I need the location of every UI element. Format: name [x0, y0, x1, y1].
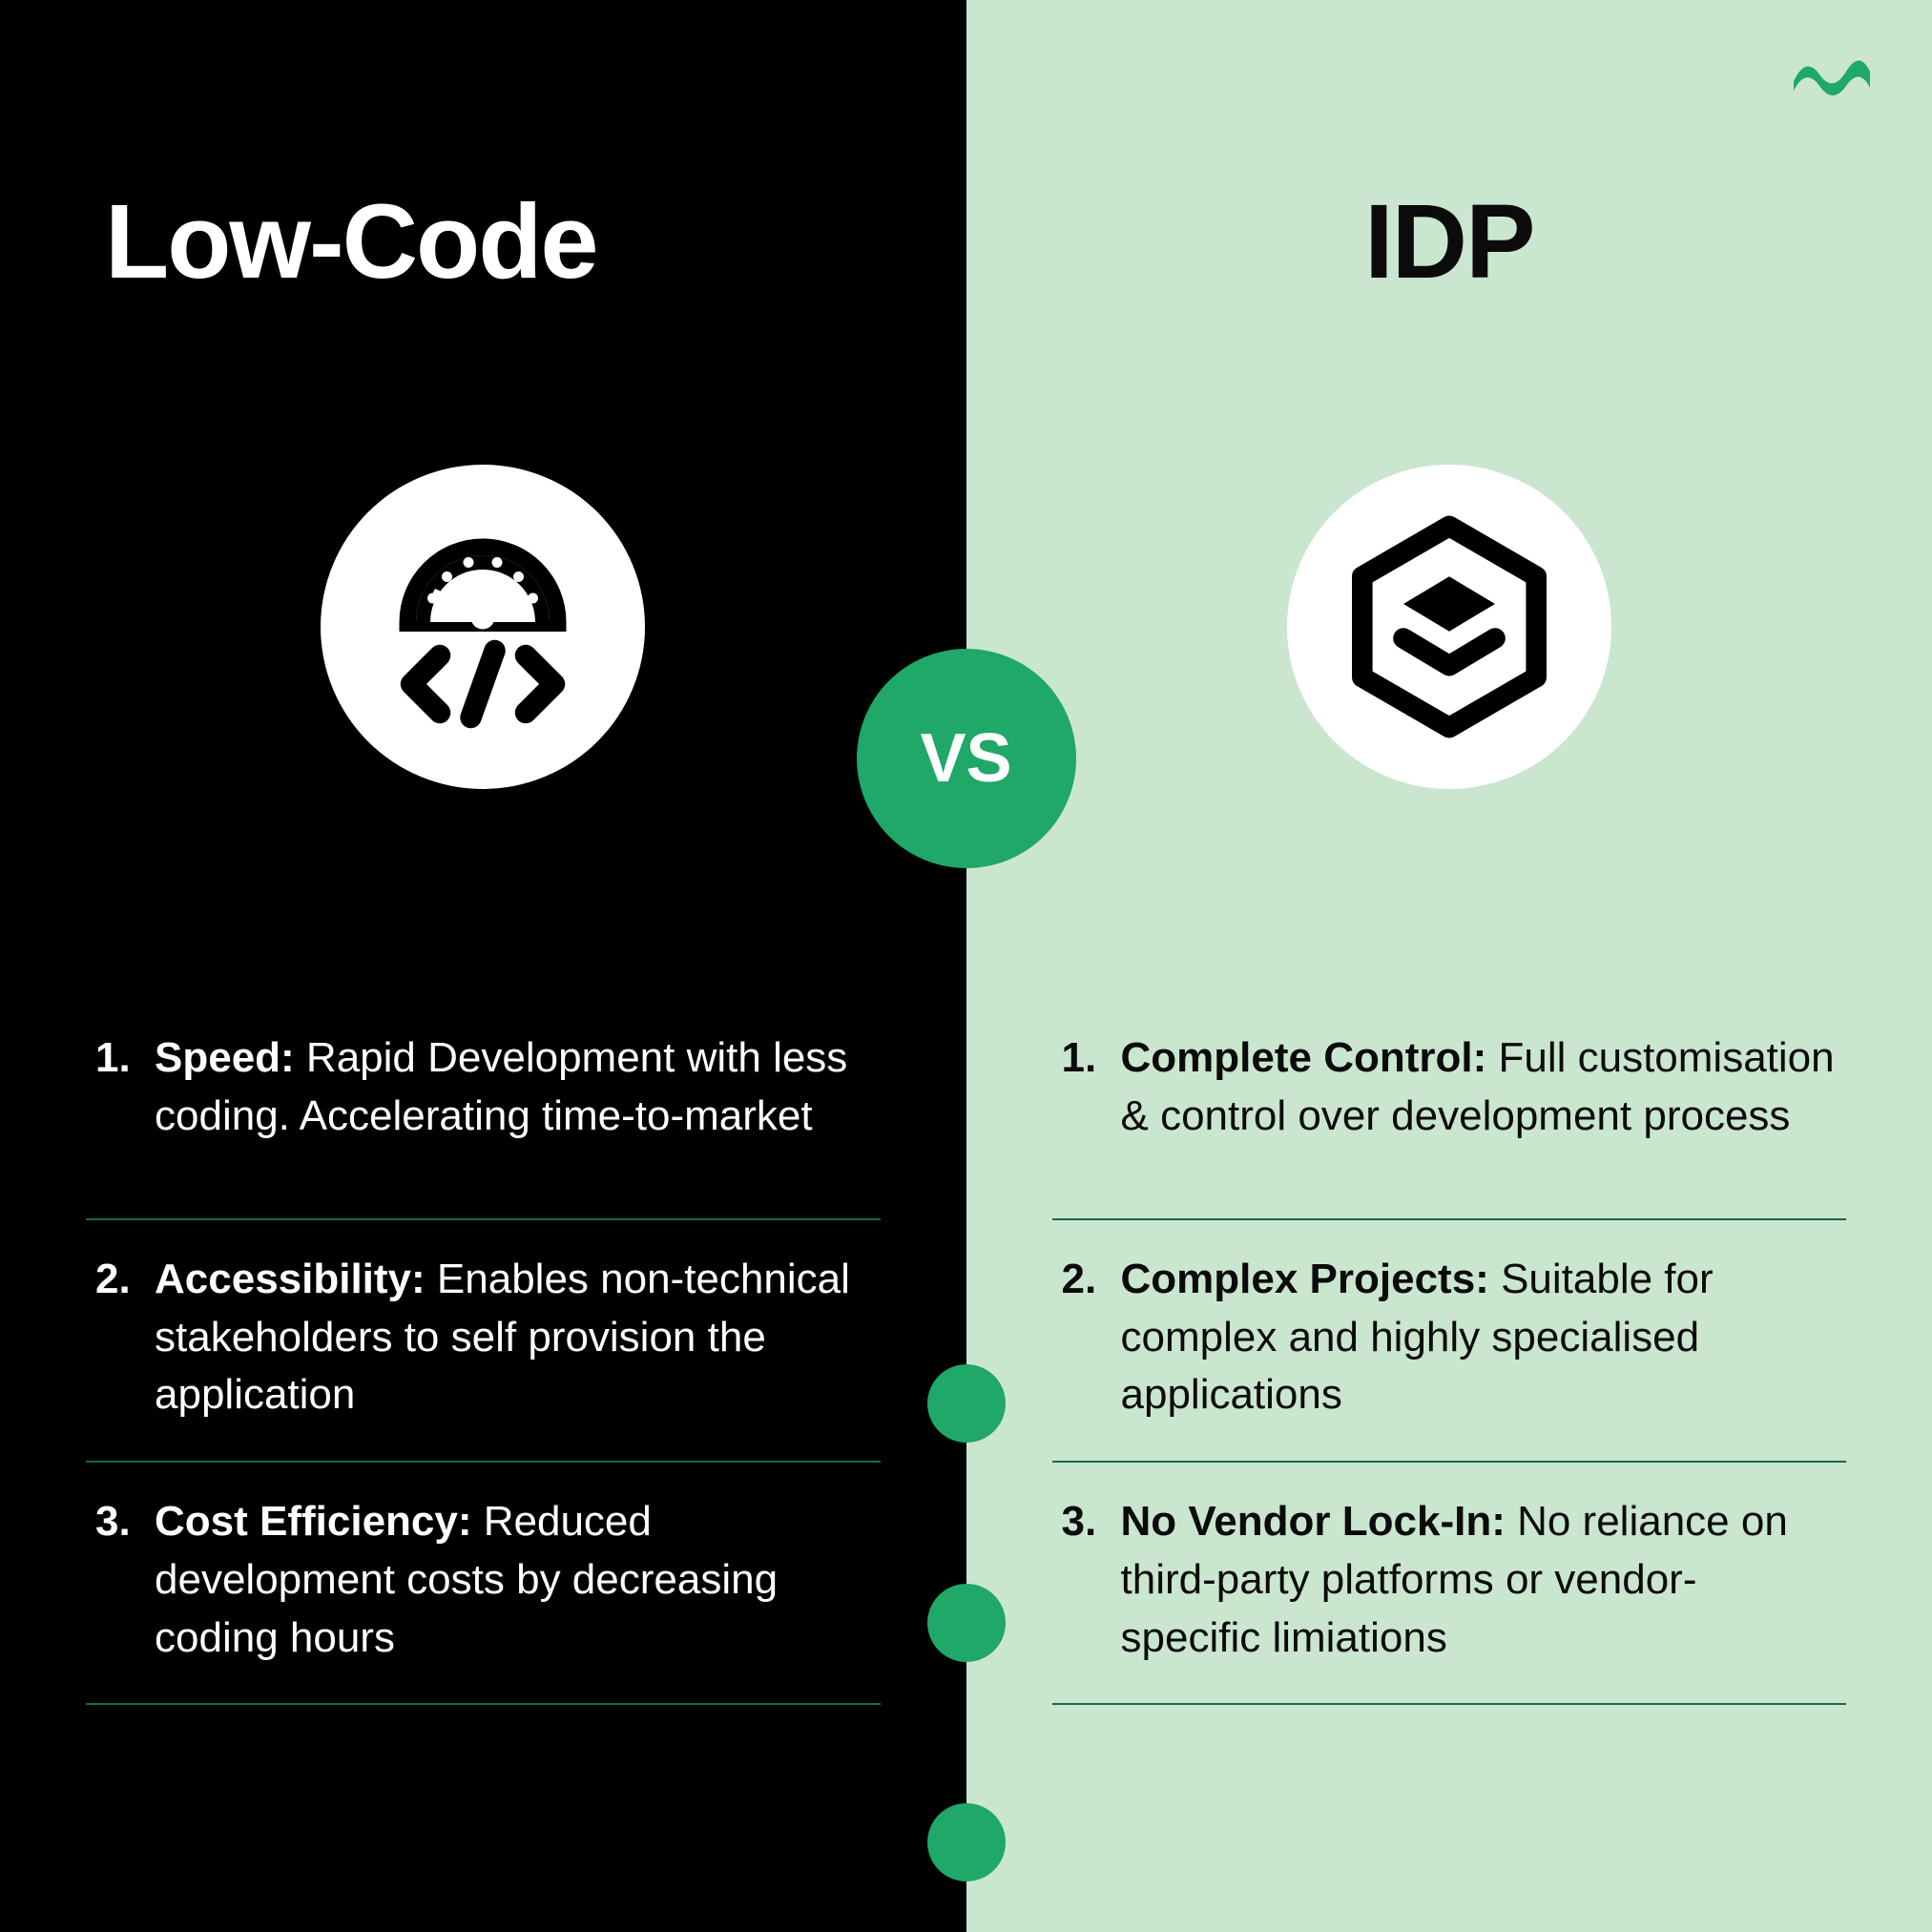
left-panel: Low-Code — [0, 0, 966, 1932]
right-panel: IDP 1. Complete Control: Full customisat… — [966, 0, 1932, 1932]
center-dot — [927, 1364, 1006, 1443]
list-item: 2. Complex Projects: Suitable for comple… — [1052, 1220, 1847, 1461]
item-lead: Complex Projects: — [1121, 1256, 1489, 1302]
item-lead: Cost Efficiency: — [155, 1498, 472, 1545]
wave-logo — [1789, 48, 1875, 95]
list-item: 1. Complete Control: Full customisation … — [1052, 999, 1847, 1218]
vs-badge: VS — [857, 649, 1076, 868]
item-content: Speed: Rapid Development with less codin… — [155, 1029, 871, 1145]
center-dot — [927, 1803, 1006, 1881]
right-title: IDP — [1052, 181, 1847, 302]
item-number: 2. — [95, 1251, 141, 1309]
divider — [86, 1703, 881, 1705]
item-lead: No Vendor Lock-In: — [1121, 1498, 1506, 1545]
list-item: 1. Speed: Rapid Development with less co… — [86, 999, 881, 1218]
item-number: 3. — [95, 1493, 141, 1551]
list-item: 2. Accessibility: Enables non-technical … — [86, 1220, 881, 1461]
left-list: 1. Speed: Rapid Development with less co… — [86, 999, 881, 1705]
item-lead: Complete Control: — [1121, 1034, 1487, 1081]
item-number: 2. — [1062, 1251, 1108, 1309]
item-content: Cost Efficiency: Reduced development cos… — [155, 1493, 871, 1667]
center-dot — [927, 1584, 1006, 1662]
right-icon-wrap — [1052, 465, 1847, 789]
item-content: No Vendor Lock-In: No reliance on third-… — [1121, 1493, 1838, 1667]
list-item: 3. No Vendor Lock-In: No reliance on thi… — [1052, 1463, 1847, 1703]
right-icon-circle — [1287, 465, 1611, 789]
left-icon-circle — [321, 465, 645, 789]
left-icon-wrap — [86, 465, 881, 789]
item-number: 1. — [95, 1029, 141, 1088]
item-number: 3. — [1062, 1493, 1108, 1551]
divider — [1052, 1703, 1847, 1705]
right-list: 1. Complete Control: Full customisation … — [1052, 999, 1847, 1705]
hexagon-layers-icon — [1335, 512, 1564, 741]
list-item: 3. Cost Efficiency: Reduced development … — [86, 1463, 881, 1703]
item-content: Accessibility: Enables non-technical sta… — [155, 1251, 871, 1424]
speedometer-code-icon — [364, 508, 602, 746]
left-title: Low-Code — [105, 181, 881, 302]
item-lead: Accessibility: — [155, 1256, 426, 1302]
item-content: Complex Projects: Suitable for complex a… — [1121, 1251, 1838, 1424]
item-content: Complete Control: Full customisation & c… — [1121, 1029, 1838, 1145]
item-number: 1. — [1062, 1029, 1108, 1088]
item-lead: Speed: — [155, 1034, 295, 1081]
